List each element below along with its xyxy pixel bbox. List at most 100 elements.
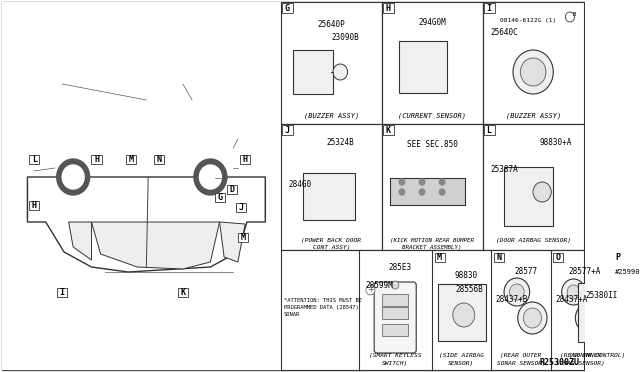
Bar — [239, 155, 250, 164]
Text: (BUZZER ASSY): (BUZZER ASSY) — [303, 113, 359, 119]
Text: R25300ZU: R25300ZU — [539, 358, 579, 367]
FancyBboxPatch shape — [382, 324, 408, 336]
Bar — [92, 155, 102, 164]
Circle shape — [509, 284, 524, 300]
Bar — [282, 3, 292, 13]
Bar — [215, 193, 225, 202]
Text: (BUZZER ASSY): (BUZZER ASSY) — [506, 113, 561, 119]
Bar — [382, 2, 483, 124]
Bar — [238, 233, 248, 242]
Text: (CURRENT SENSOR): (CURRENT SENSOR) — [398, 113, 466, 119]
Circle shape — [194, 159, 227, 195]
Text: 23090B: 23090B — [331, 32, 359, 42]
FancyBboxPatch shape — [374, 282, 416, 353]
Text: 28437+A: 28437+A — [556, 295, 588, 305]
Text: (KICK MOTION REAR BUMPER: (KICK MOTION REAR BUMPER — [390, 237, 474, 243]
Bar — [383, 125, 394, 135]
Circle shape — [333, 64, 348, 80]
Bar — [281, 124, 382, 250]
Text: 28556B: 28556B — [455, 285, 483, 295]
Circle shape — [533, 182, 551, 202]
Circle shape — [581, 309, 597, 327]
Polygon shape — [92, 222, 220, 269]
Circle shape — [440, 189, 445, 195]
FancyBboxPatch shape — [292, 50, 333, 94]
Bar — [494, 253, 504, 262]
Text: L: L — [486, 125, 492, 135]
Bar — [281, 250, 584, 370]
Bar — [435, 253, 445, 262]
Circle shape — [62, 165, 84, 189]
Text: 08146-6122G (1): 08146-6122G (1) — [500, 17, 557, 22]
Text: (SMART KEYLESS: (SMART KEYLESS — [369, 353, 421, 359]
Text: 25324B: 25324B — [326, 138, 355, 147]
Bar — [484, 3, 495, 13]
Bar — [484, 125, 495, 135]
Text: (REAR INNER: (REAR INNER — [560, 353, 601, 359]
Bar — [29, 201, 39, 210]
Text: I: I — [486, 3, 492, 13]
Text: 98830: 98830 — [454, 270, 477, 279]
Bar — [227, 185, 237, 194]
Text: G: G — [285, 3, 290, 13]
Bar — [126, 155, 136, 164]
Text: 294G0M: 294G0M — [419, 17, 446, 26]
Text: SONAR SENSOR): SONAR SENSOR) — [497, 360, 545, 366]
Circle shape — [399, 179, 404, 185]
Text: H: H — [242, 155, 247, 164]
Polygon shape — [68, 222, 92, 260]
Text: +: + — [367, 285, 374, 295]
Text: H: H — [94, 155, 99, 164]
Text: #25990Y: #25990Y — [615, 269, 640, 275]
Bar — [154, 155, 164, 164]
Bar — [282, 125, 292, 135]
Text: K: K — [181, 288, 186, 297]
Text: N: N — [156, 155, 161, 164]
FancyBboxPatch shape — [382, 307, 408, 319]
Text: J: J — [285, 125, 290, 135]
Bar — [483, 124, 584, 250]
Circle shape — [440, 179, 445, 185]
Text: (SONAR CONTROL): (SONAR CONTROL) — [569, 353, 625, 359]
Circle shape — [392, 281, 399, 289]
Text: L: L — [32, 155, 37, 164]
Text: 28599M: 28599M — [366, 280, 394, 289]
Circle shape — [513, 50, 554, 94]
Circle shape — [200, 165, 221, 189]
Circle shape — [575, 303, 603, 333]
Text: SEE SEC.850: SEE SEC.850 — [407, 140, 458, 148]
Bar — [2, 2, 281, 370]
Text: SONAR: SONAR — [284, 311, 300, 317]
FancyBboxPatch shape — [303, 173, 355, 220]
Bar — [383, 3, 394, 13]
FancyBboxPatch shape — [438, 284, 486, 341]
Text: SWITCH): SWITCH) — [382, 360, 408, 366]
Text: 285E3: 285E3 — [388, 263, 412, 273]
Text: (REAR OUTER: (REAR OUTER — [500, 353, 541, 359]
Text: 25387A: 25387A — [490, 164, 518, 173]
Text: SONAR SENSOR): SONAR SENSOR) — [556, 360, 605, 366]
Bar — [483, 2, 584, 124]
Text: 284G0: 284G0 — [288, 180, 311, 189]
Circle shape — [518, 302, 547, 334]
Text: (DOOR AIRBAG SENSOR): (DOOR AIRBAG SENSOR) — [495, 237, 571, 243]
Text: *ATTENTION: THIS MUST BE: *ATTENTION: THIS MUST BE — [284, 298, 362, 302]
Circle shape — [399, 189, 404, 195]
Circle shape — [419, 189, 425, 195]
Text: 25640C: 25640C — [490, 28, 518, 36]
Bar — [613, 253, 623, 262]
Text: K: K — [386, 125, 390, 135]
Text: N: N — [497, 253, 502, 262]
Text: 25380II: 25380II — [585, 291, 618, 299]
Text: CONT ASSY): CONT ASSY) — [312, 244, 350, 250]
Text: M: M — [437, 253, 442, 262]
FancyBboxPatch shape — [390, 178, 465, 205]
Bar — [29, 155, 39, 164]
Text: PROGRAMMED DATA (28547): PROGRAMMED DATA (28547) — [284, 305, 358, 310]
Bar — [281, 2, 382, 124]
Circle shape — [562, 279, 586, 305]
Circle shape — [419, 179, 425, 185]
Polygon shape — [220, 222, 245, 262]
Text: M: M — [129, 155, 134, 164]
Text: P: P — [616, 253, 620, 262]
